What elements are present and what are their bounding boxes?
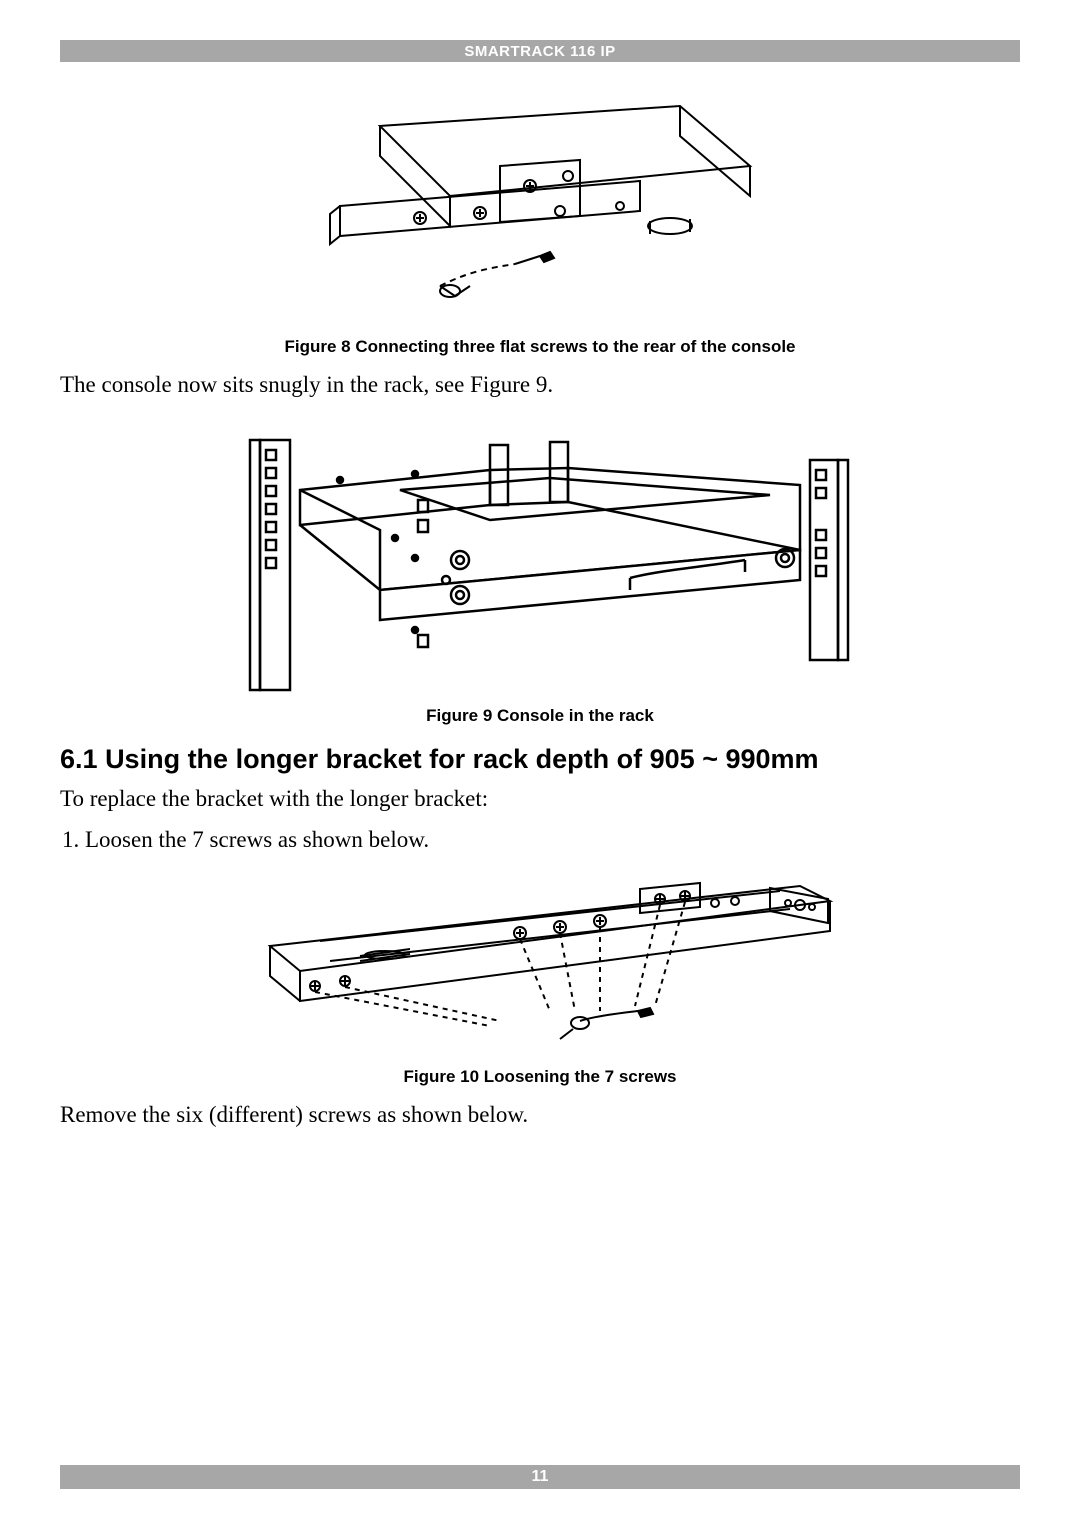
figure-10-caption: Figure 10 Loosening the 7 screws: [403, 1067, 676, 1087]
paragraph-1: The console now sits snugly in the rack,…: [60, 369, 1020, 400]
header-bar: SMARTRACK 116 IP: [60, 40, 1020, 62]
figure-8-image: [320, 86, 760, 331]
page-container: SMARTRACK 116 IP: [0, 0, 1080, 1529]
figure-8: Figure 8 Connecting three flat screws to…: [60, 86, 1020, 357]
paragraph-3: Remove the six (different) screws as sho…: [60, 1099, 1020, 1130]
section-number: 6.1: [60, 744, 98, 774]
figure-9-image: [190, 430, 890, 700]
section-title: Using the longer bracket for rack depth …: [105, 744, 818, 774]
figure-10: Figure 10 Loosening the 7 screws: [60, 861, 1020, 1087]
footer-bar: 11: [60, 1465, 1020, 1489]
section-6-1-heading: 6.1 Using the longer bracket for rack de…: [60, 744, 1020, 775]
figure-9-caption: Figure 9 Console in the rack: [426, 706, 654, 726]
figure-8-caption: Figure 8 Connecting three flat screws to…: [284, 337, 795, 357]
page-number: 11: [532, 1468, 549, 1486]
step-1: 1. Loosen the 7 screws as shown below.: [60, 824, 1020, 855]
header-title: SMARTRACK 116 IP: [464, 43, 615, 60]
figure-9: Figure 9 Console in the rack: [60, 430, 1020, 726]
figure-10-image: [240, 861, 840, 1061]
paragraph-2: To replace the bracket with the longer b…: [60, 783, 1020, 814]
